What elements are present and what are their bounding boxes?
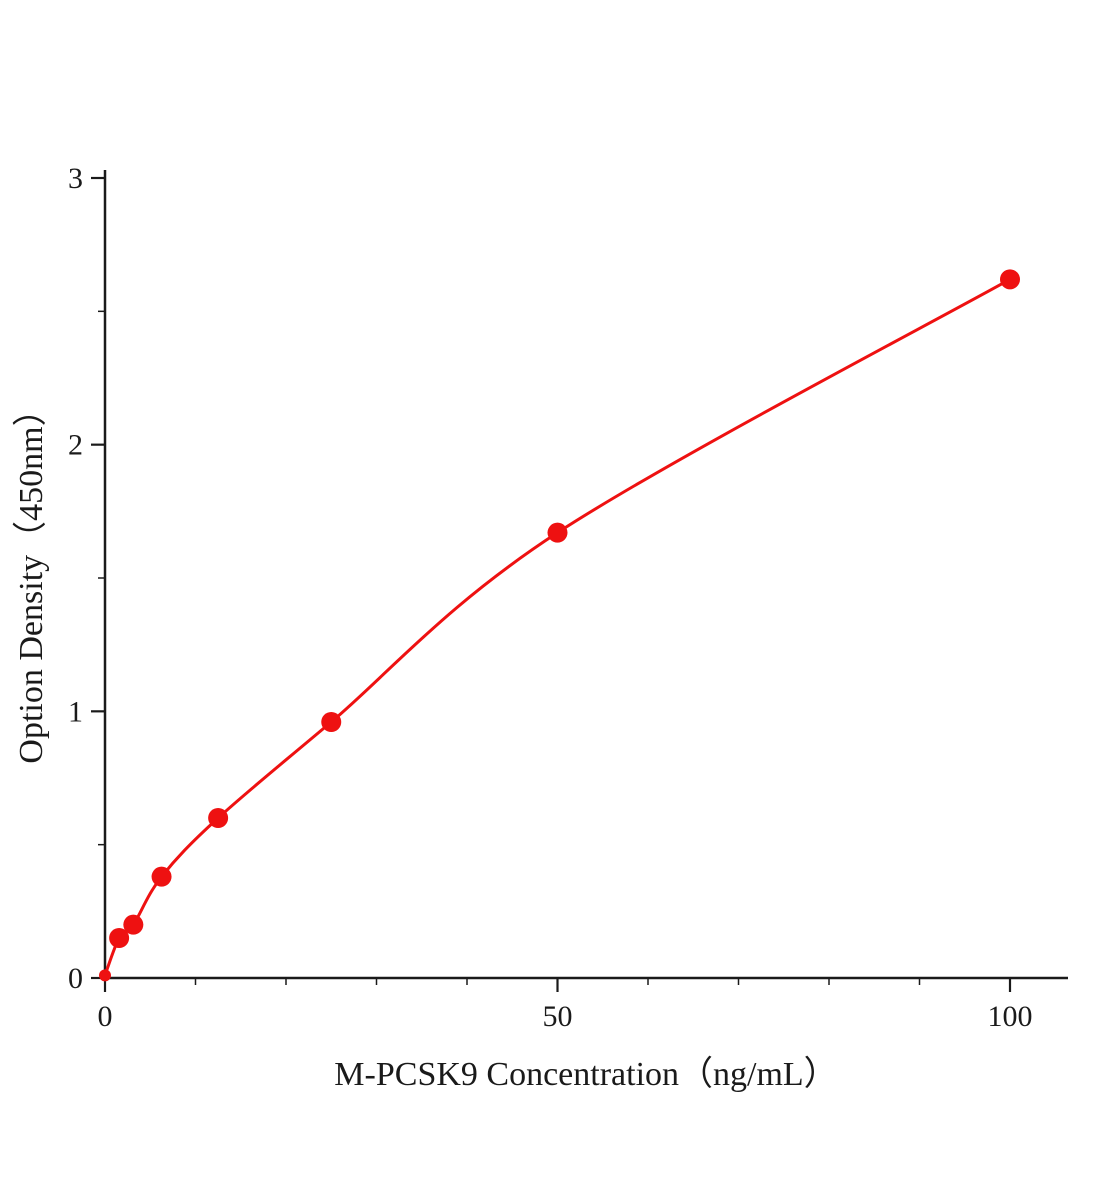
data-point bbox=[321, 712, 342, 732]
y-tick-label: 3 bbox=[68, 162, 83, 195]
fitted-curve bbox=[103, 277, 1012, 977]
x-tick-label: 50 bbox=[543, 1000, 573, 1033]
data-point bbox=[208, 808, 229, 828]
y-tick-label: 2 bbox=[68, 429, 83, 462]
data-point bbox=[109, 928, 130, 948]
x-tick-label: 0 bbox=[98, 1000, 113, 1033]
y-tick-label: 0 bbox=[68, 962, 83, 995]
chart-generated-layer: 0 50 100 0 1 2 3 bbox=[68, 162, 1068, 1033]
y-axis-title: Option Density（450nm） bbox=[12, 392, 50, 763]
x-tick-label: 100 bbox=[988, 1000, 1033, 1033]
data-point bbox=[547, 522, 568, 543]
data-point bbox=[151, 866, 172, 887]
x-axis-title: M-PCSK9 Concentration（ng/mL） bbox=[334, 1055, 837, 1093]
data-point bbox=[99, 969, 111, 982]
data-point bbox=[1000, 269, 1020, 290]
data-point bbox=[123, 914, 144, 935]
y-tick-label: 1 bbox=[68, 695, 83, 728]
